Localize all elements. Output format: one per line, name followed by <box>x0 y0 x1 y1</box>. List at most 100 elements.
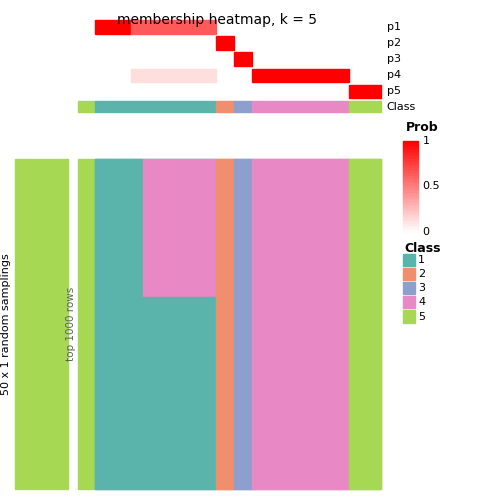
Bar <box>403 218 418 220</box>
Bar <box>403 220 418 221</box>
Bar <box>403 197 418 199</box>
Bar <box>95 159 216 489</box>
Bar <box>78 52 381 66</box>
Bar <box>403 183 418 185</box>
Bar <box>403 176 418 177</box>
Bar <box>403 215 418 217</box>
Bar <box>403 212 418 214</box>
Bar <box>403 170 418 171</box>
Bar <box>78 20 381 34</box>
Bar <box>78 159 381 489</box>
Bar <box>403 227 418 229</box>
Bar <box>403 209 418 211</box>
Bar <box>403 182 418 183</box>
Bar <box>403 203 418 205</box>
Bar <box>403 146 418 147</box>
Text: 2: 2 <box>418 269 425 279</box>
Bar <box>403 268 415 280</box>
Bar <box>234 101 252 112</box>
Bar <box>403 199 418 200</box>
Text: 4: 4 <box>418 297 425 307</box>
Bar <box>252 159 349 489</box>
Bar <box>403 171 418 173</box>
Bar <box>78 69 381 82</box>
Bar <box>403 188 418 190</box>
Bar <box>234 159 252 489</box>
Bar <box>403 208 418 209</box>
Text: 3: 3 <box>418 283 425 293</box>
Bar <box>216 159 234 489</box>
Text: p3: p3 <box>387 54 401 64</box>
Bar <box>143 159 216 297</box>
Bar <box>403 185 418 186</box>
Text: p1: p1 <box>387 22 401 32</box>
Bar <box>403 193 418 194</box>
Bar <box>78 85 381 98</box>
Bar <box>403 296 415 308</box>
Bar <box>403 161 418 162</box>
Bar <box>78 36 381 50</box>
Bar <box>216 36 234 50</box>
Text: 5: 5 <box>418 311 425 322</box>
Bar <box>403 310 415 323</box>
Bar <box>403 224 418 226</box>
Text: top 1000 rows: top 1000 rows <box>66 287 76 361</box>
Bar <box>403 202 418 203</box>
Bar <box>403 153 418 155</box>
Bar <box>403 226 418 227</box>
Bar <box>131 69 216 82</box>
Bar <box>403 186 418 188</box>
Bar <box>95 101 216 112</box>
Text: p4: p4 <box>387 71 401 80</box>
Bar <box>403 164 418 165</box>
Bar <box>403 221 418 223</box>
Bar <box>403 217 418 218</box>
Bar <box>403 149 418 150</box>
Bar <box>403 141 418 143</box>
Bar <box>403 194 418 196</box>
Bar <box>252 101 349 112</box>
Bar <box>403 254 415 266</box>
Text: 50 x 1 random samplings: 50 x 1 random samplings <box>1 253 11 395</box>
Bar <box>216 159 234 489</box>
Text: p2: p2 <box>387 38 401 48</box>
Bar <box>403 282 415 294</box>
Bar <box>403 167 418 168</box>
Text: 0.5: 0.5 <box>422 181 440 192</box>
Bar <box>403 177 418 179</box>
Bar <box>403 156 418 158</box>
Bar <box>403 200 418 202</box>
Bar <box>403 229 418 230</box>
Bar <box>403 147 418 149</box>
Bar <box>403 196 418 197</box>
Bar <box>403 150 418 152</box>
Bar <box>403 214 418 215</box>
Bar <box>95 159 143 489</box>
Bar <box>349 159 381 489</box>
Bar <box>403 168 418 170</box>
Bar <box>403 190 418 191</box>
Bar <box>252 69 349 82</box>
Bar <box>403 173 418 174</box>
Bar <box>216 101 234 112</box>
Bar <box>78 101 95 112</box>
Bar <box>15 159 68 489</box>
Bar <box>403 179 418 180</box>
Bar <box>403 211 418 212</box>
Bar <box>349 85 381 98</box>
Bar <box>403 223 418 224</box>
Bar <box>403 155 418 156</box>
Bar <box>403 152 418 153</box>
Bar <box>234 52 252 66</box>
Bar <box>78 159 95 489</box>
Bar <box>403 143 418 144</box>
Bar <box>403 191 418 193</box>
Bar <box>95 20 131 34</box>
Bar <box>403 206 418 208</box>
Text: Class: Class <box>405 241 441 255</box>
Text: 0: 0 <box>422 227 429 237</box>
Bar <box>403 165 418 167</box>
Bar <box>403 162 418 164</box>
Bar <box>403 230 418 232</box>
Bar <box>349 101 381 112</box>
